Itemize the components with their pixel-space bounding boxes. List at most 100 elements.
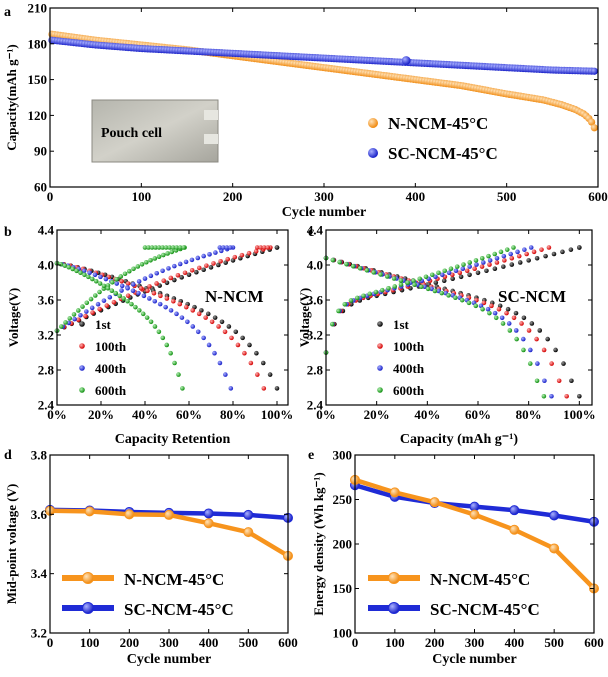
discharge-point-100th [138,285,144,291]
data-point-n-ncm-45-c [243,527,254,538]
discharge-point-400th [201,335,206,341]
charge-point-100th [196,265,202,271]
plateau-point-400th [228,245,233,250]
charge-point-100th [246,250,252,256]
charge-point-1st [433,280,439,285]
x-tick-label: 500 [239,635,259,650]
y-tick-label: 4.4 [38,223,55,238]
discharge-point-100th [489,303,494,309]
charge-point-400th [446,270,452,276]
charge-point-600th [498,249,504,255]
discharge-point-600th [493,315,499,321]
charge-point-600th [88,296,94,302]
y-tick-label: 4.4 [307,223,324,238]
legend-marker-sc-ncm-45-c [82,602,94,614]
y-tick-label: 2.8 [38,363,55,378]
x-tick-label: 600 [588,189,608,204]
plateau-point-100th [265,245,271,250]
y-tick-label: 2.4 [38,398,55,413]
charge-point-400th [528,245,534,250]
charge-point-100th [175,273,181,278]
charge-point-600th [156,254,162,260]
charge-point-100th [90,310,95,315]
discharge-point-600th [391,276,397,281]
data-point-sc-ncm-45-c [590,67,598,75]
discharge-point-1st [537,328,543,333]
plateau-point-600th [160,245,165,250]
x-axis-label: Cycle number [127,652,211,667]
discharge-point-1st [513,310,519,316]
y-tick-label: 3.6 [31,507,48,522]
charge-point-1st [179,275,184,280]
discharge-point-400th [422,284,427,290]
discharge-point-600th [500,321,506,326]
discharge-point-100th [564,393,569,399]
plot-frame [325,229,593,406]
y-tick-label: 210 [28,1,48,16]
discharge-point-600th [136,308,142,313]
charge-point-400th [160,268,165,274]
charge-point-1st [526,258,531,263]
data-point-n-ncm-45-c [203,518,214,529]
series-600th [54,245,187,391]
discharge-point-1st [561,361,566,366]
discharge-point-100th [190,308,196,313]
discharge-point-600th [144,315,150,320]
discharge-point-100th [196,311,202,317]
charge-point-600th [392,284,398,289]
pouch-cell-photo [91,99,219,163]
discharge-point-100th [556,378,562,384]
charge-point-600th [131,266,136,272]
discharge-point-600th [432,288,438,294]
y-tick-label: 250 [333,492,353,507]
discharge-point-400th [535,361,540,366]
panel-title: SC-NCM [498,287,566,306]
charge-point-400th [136,279,142,284]
legend-label-100th: 100th [393,339,425,354]
charge-point-400th [101,298,107,303]
series-600th [323,245,547,399]
charge-point-600th [504,247,510,252]
charge-point-600th [336,308,341,314]
discharge-point-600th [398,278,404,283]
charge-point-400th [183,259,189,265]
charge-point-600th [114,277,119,282]
discharge-point-100th [504,310,509,316]
charge-point-600th [92,293,98,298]
discharge-point-100th [261,386,267,391]
charge-point-600th [354,295,360,301]
x-tick-label: 40% [132,407,158,422]
discharge-point-1st [553,347,558,353]
discharge-point-600th [514,336,519,342]
charge-point-100th [502,258,507,263]
discharge-point-400th [549,393,554,399]
data-point-sc-ncm-45-c [243,509,254,520]
discharge-point-600th [357,265,363,271]
y-axis-label: Energy density (Wh kg⁻¹) [311,472,326,615]
legend-label-1st: 1st [393,317,410,332]
plateau-point-600th [181,245,187,250]
y-tick-label: 180 [28,36,48,51]
charge-point-600th [411,278,416,284]
discharge-point-400th [513,328,519,333]
charge-point-600th [165,251,170,256]
data-point-sc-ncm-45-c [549,510,560,521]
charge-point-600th [448,266,454,271]
charge-point-100th [531,249,537,255]
charge-point-600th [122,271,128,277]
charge-point-600th [84,300,90,306]
charge-point-1st [186,272,192,278]
y-tick-label: 90 [34,144,47,159]
x-tick-label: 20% [364,407,390,422]
charge-point-400th [508,251,513,257]
discharge-point-100th [216,324,221,329]
panel-title: N-NCM [205,287,264,306]
y-tick-label: 200 [333,537,353,552]
legend-marker-100th [79,343,85,349]
x-tick-label: 500 [544,635,564,650]
discharge-point-1st [529,321,535,326]
panel-a-capacity-chart: 0 100 200 300 400 500 600 60 90 120 150 180 210 Cycle… [4,1,608,221]
charge-point-600th [97,289,102,295]
charge-point-600th [436,270,441,276]
